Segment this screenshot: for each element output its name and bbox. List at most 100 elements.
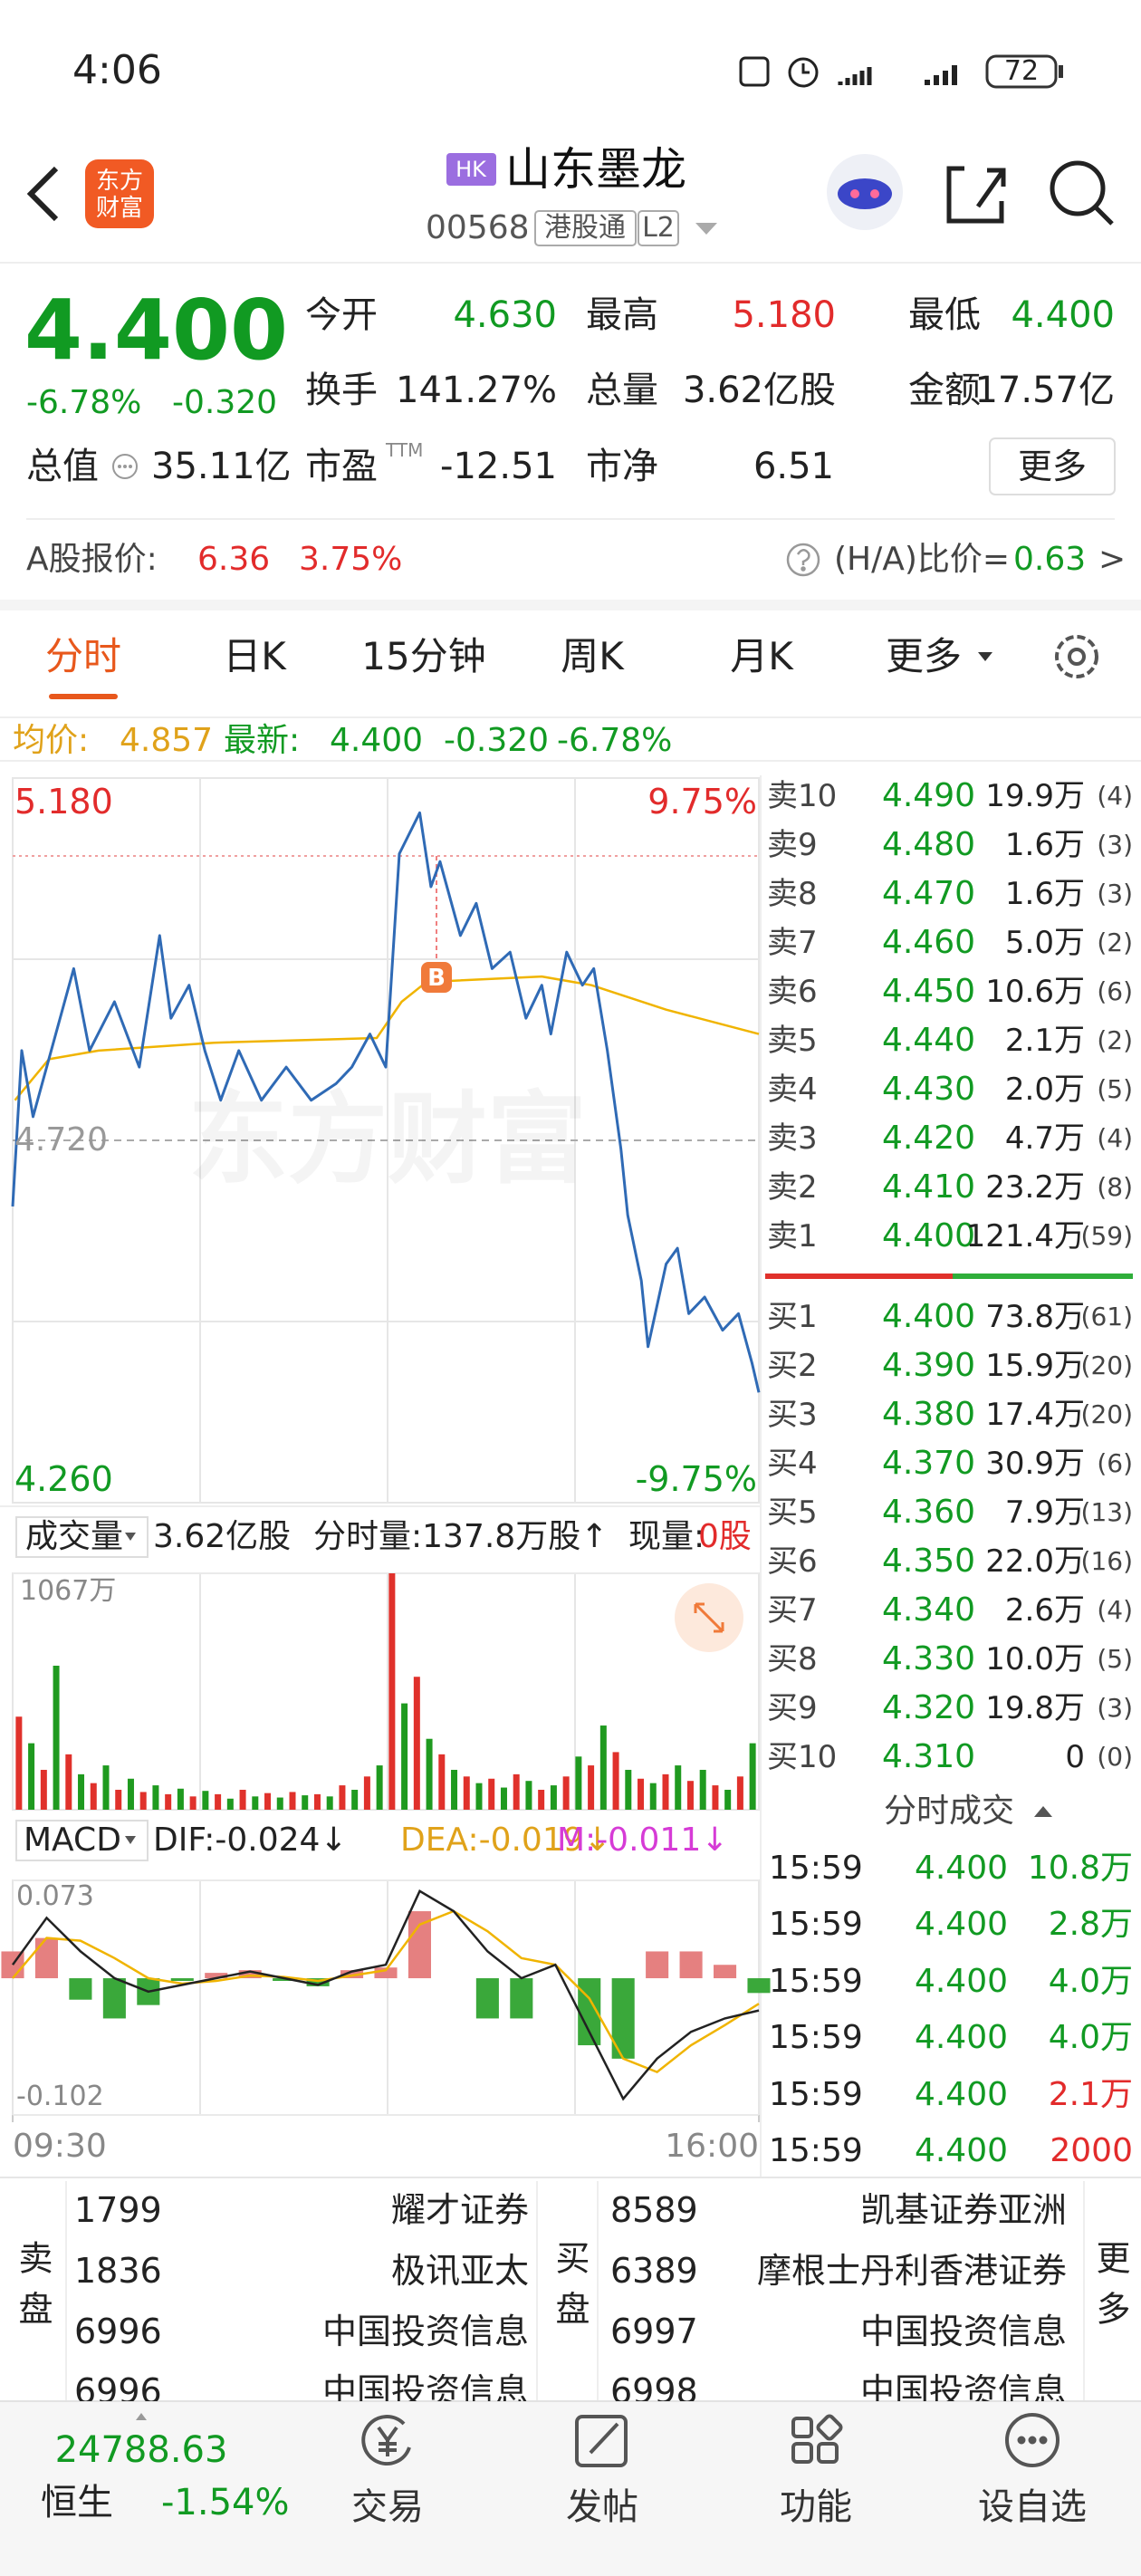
share-button[interactable]	[946, 166, 1006, 224]
volume-bar	[152, 1785, 159, 1810]
change-pct: -6.78%	[26, 384, 142, 421]
volume-bar	[712, 1785, 719, 1810]
indicator-selector: MACD	[24, 1821, 121, 1859]
trade-volume: 10.8万	[1027, 1850, 1133, 1887]
trade-icon[interactable]	[361, 2415, 411, 2465]
book-price: 4.420	[881, 1120, 975, 1157]
macd-bar	[273, 1978, 296, 1981]
volume-bar	[388, 1573, 396, 1810]
trade-time: 15:59	[769, 1850, 863, 1887]
ratio-label: (H/A)比价=	[834, 541, 1011, 578]
nav-item[interactable]: 发帖	[566, 2486, 638, 2528]
watchlist-icon[interactable]	[1005, 2413, 1060, 2467]
legend-label: 最新:	[224, 722, 301, 759]
more-button[interactable]: 更多	[1017, 447, 1088, 486]
y-tick-label: 4.720	[14, 1121, 109, 1158]
book-price: 4.400	[881, 1298, 975, 1335]
volume-bar	[65, 1754, 72, 1810]
book-volume: 10.6万	[985, 974, 1085, 1010]
macd-bar	[69, 1978, 92, 2000]
volume-bar	[102, 1765, 110, 1810]
volume-bar	[53, 1666, 60, 1810]
book-price: 4.360	[881, 1494, 975, 1531]
tab-underline	[49, 694, 118, 699]
a-share-change: 3.75%	[299, 541, 403, 578]
book-split-buy	[953, 1274, 1133, 1279]
volume-bar	[115, 1789, 122, 1810]
book-count: (6)	[1097, 976, 1133, 1006]
book-price: 4.460	[881, 924, 975, 961]
tab[interactable]: 月K	[730, 634, 793, 678]
trade-volume: 2000	[1050, 2132, 1133, 2169]
function-icon[interactable]	[791, 2417, 813, 2438]
volume-bar	[289, 1792, 296, 1810]
field-value: 6.51	[753, 446, 834, 487]
macd-bar	[170, 1978, 194, 1981]
broker-name: 摩根士丹利香港证券	[756, 2251, 1067, 2291]
nav-item[interactable]: 设自选	[978, 2486, 1087, 2528]
index-change: -1.54%	[161, 2482, 290, 2523]
book-level: 买2	[767, 1348, 818, 1384]
index-name: 恒生	[41, 2482, 113, 2523]
volume-bar	[189, 1796, 197, 1810]
volume-bar	[649, 1783, 657, 1810]
tag: 港股通	[544, 212, 626, 244]
volume-bar	[339, 1785, 346, 1810]
book-level: 卖3	[767, 1120, 818, 1157]
book-level: 买1	[767, 1299, 818, 1335]
sort-arrow[interactable]	[1034, 1806, 1052, 1817]
trade-volume: 4.0万	[1048, 1962, 1133, 2000]
dif-label: DIF:-0.024↓	[153, 1821, 348, 1859]
robot-avatar[interactable]	[827, 154, 903, 230]
nav-item[interactable]: 功能	[780, 2486, 852, 2528]
dropdown-arrow[interactable]	[125, 1836, 136, 1844]
book-level: 买6	[767, 1543, 818, 1580]
volume-bar	[78, 1773, 85, 1810]
expand-button[interactable]	[675, 1583, 743, 1652]
tab[interactable]: 日K	[223, 634, 286, 678]
book-count: (3)	[1097, 1693, 1133, 1723]
macd-bar	[34, 1937, 58, 1979]
volume-bar	[488, 1778, 495, 1810]
volume-bar	[252, 1796, 259, 1810]
tab[interactable]: 更多	[885, 634, 963, 678]
section-gap	[0, 600, 1141, 610]
dropdown-arrow[interactable]	[978, 652, 992, 661]
help-icon	[786, 543, 820, 577]
book-level: 卖7	[767, 925, 818, 961]
dropdown-arrow[interactable]	[695, 223, 717, 235]
macd-bar	[679, 1951, 703, 1979]
more-brokers[interactable]: 更多	[1090, 2240, 1130, 2341]
tab[interactable]: 周K	[561, 634, 624, 678]
book-price: 4.400	[881, 1217, 975, 1254]
nav-item[interactable]: 交易	[351, 2486, 424, 2528]
book-level: 卖1	[767, 1218, 818, 1254]
volume-bar	[562, 1776, 570, 1810]
tab[interactable]: 15分钟	[361, 634, 486, 678]
field-label: 总量	[586, 370, 658, 411]
book-count: (20)	[1080, 1399, 1133, 1429]
field-value: 4.630	[453, 294, 557, 336]
book-price: 4.350	[881, 1543, 975, 1580]
dea-line	[12, 1909, 760, 2074]
field-value: 35.11亿	[151, 446, 292, 487]
tab[interactable]: 分时	[44, 634, 122, 678]
book-level: 卖10	[767, 778, 838, 814]
search-button[interactable]	[1050, 160, 1114, 226]
selector-box[interactable]	[15, 1516, 149, 1558]
trade-time: 15:59	[769, 1962, 863, 2000]
volume-bar	[264, 1793, 272, 1810]
macd-bar	[102, 1978, 126, 2019]
book-volume: 1.6万	[1004, 876, 1085, 912]
volume-bar	[90, 1783, 97, 1810]
dropdown-arrow[interactable]	[125, 1533, 136, 1541]
back-button[interactable]	[26, 166, 59, 222]
more-button[interactable]	[989, 437, 1116, 495]
book-count: (2)	[1097, 928, 1133, 957]
selector-box[interactable]	[15, 1820, 149, 1861]
trades-title: 分时成交	[883, 1793, 1015, 1830]
volume-bar	[675, 1765, 682, 1810]
post-icon[interactable]	[575, 2415, 628, 2467]
settings-button[interactable]	[1055, 635, 1098, 678]
volume-bar	[40, 1769, 47, 1810]
